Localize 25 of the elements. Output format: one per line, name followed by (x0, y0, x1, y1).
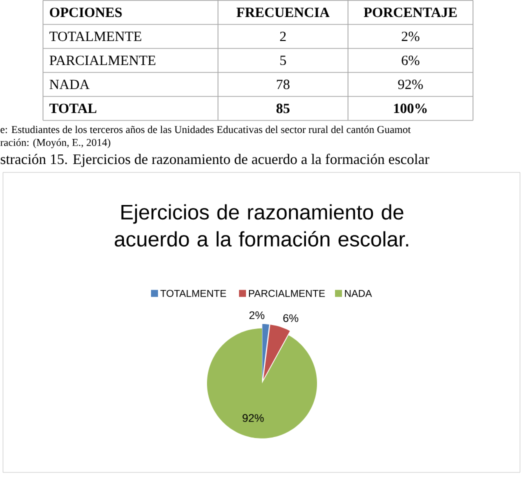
data-label: 2% (249, 311, 264, 319)
text: stración 15. Ejercicios de razonamiento de acuerdo a la formación escolar (0, 154, 430, 167)
text: 2 (280, 32, 286, 41)
text: 2% (402, 31, 420, 41)
legend-label: NADA (345, 290, 372, 297)
text: PARCIALMENTE (50, 56, 156, 65)
text: PORCENTAJE (364, 8, 457, 17)
text: 100% (394, 103, 427, 113)
text: TOTAL (49, 104, 96, 113)
text: ración: (Moyón, E., 2014) (0, 138, 110, 148)
data-label: 92% (242, 414, 264, 422)
text: 85 (276, 103, 290, 113)
legend-label: PARCIALMENTE (249, 290, 325, 297)
legend-label: TOTALMENTE (160, 290, 226, 297)
text: TOTALMENTE (49, 32, 142, 41)
text: 78 (276, 79, 290, 89)
text: 5 (280, 56, 286, 65)
text: e: Estudiantes de los terceros años de las Unidades Educativas del sector rural del cantón Guamot (0, 125, 411, 133)
chart-title: Ejercicios de razonamiento de acuerdo a la formación escolar. (114, 204, 408, 246)
text: 6% (402, 55, 420, 65)
text: 92% (398, 79, 423, 89)
text: NADA (50, 80, 90, 89)
text: FRECUENCIA (236, 8, 330, 17)
text: OPCIONES (50, 8, 122, 17)
data-label: 6% (283, 314, 298, 322)
